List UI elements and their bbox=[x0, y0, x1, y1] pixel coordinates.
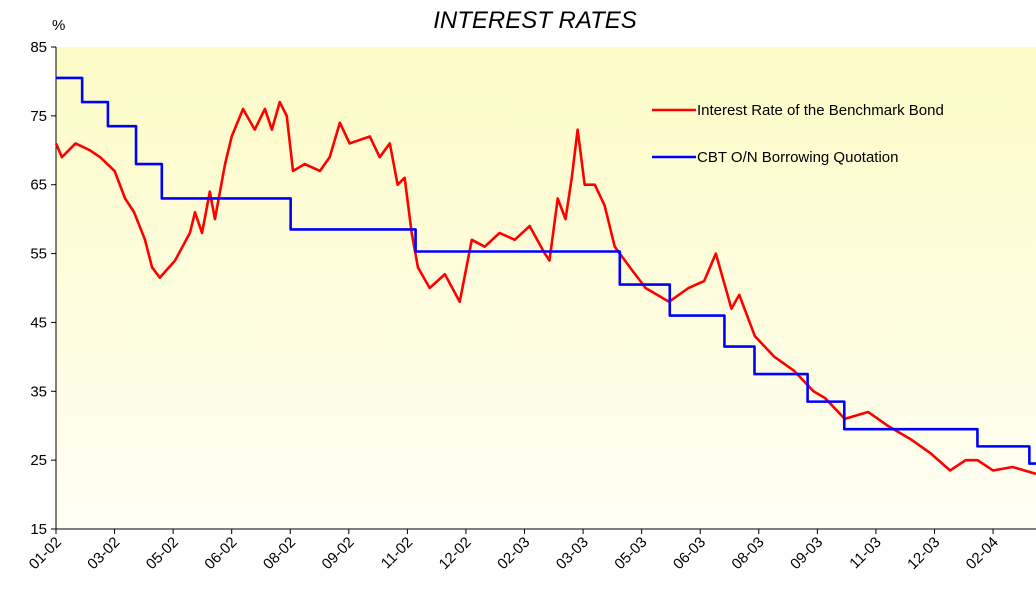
x-tick-label: 03-02 bbox=[84, 534, 123, 573]
y-tick-label: 75 bbox=[30, 108, 47, 125]
y-tick-label: 85 bbox=[30, 39, 47, 56]
x-tick-label: 06-03 bbox=[670, 534, 709, 573]
x-tick-label: 12-03 bbox=[904, 534, 943, 573]
y-tick-label: 35 bbox=[30, 383, 47, 400]
x-tick-label: 01-02 bbox=[26, 534, 65, 573]
y-tick-label: 65 bbox=[30, 177, 47, 194]
x-tick-label: 08-02 bbox=[260, 534, 299, 573]
x-tick-label: 12-02 bbox=[436, 534, 475, 573]
x-tick-label: 08-03 bbox=[728, 534, 767, 573]
x-tick-label: 05-03 bbox=[611, 534, 650, 573]
x-tick-label: 11-02 bbox=[378, 534, 416, 572]
y-tick-label: 45 bbox=[30, 314, 47, 331]
x-tick-label: 09-02 bbox=[319, 534, 358, 573]
legend-label: CBT O/N Borrowing Quotation bbox=[697, 149, 898, 166]
series-line bbox=[56, 76, 1036, 465]
x-tick-label: 09-03 bbox=[787, 534, 826, 573]
series-line bbox=[54, 100, 1036, 476]
y-tick-label: 25 bbox=[30, 452, 47, 469]
legend-label: Interest Rate of the Benchmark Bond bbox=[697, 102, 944, 119]
y-tick-label: 55 bbox=[30, 246, 47, 263]
y-tick-label: 15 bbox=[30, 521, 47, 538]
plot-area bbox=[56, 47, 1036, 529]
x-tick-label: 02-03 bbox=[494, 534, 533, 573]
x-tick-label: 11-03 bbox=[846, 534, 884, 572]
x-tick-label: 02-04 bbox=[963, 534, 1002, 573]
x-tick-label: 05-02 bbox=[143, 534, 182, 573]
x-tick-label: 03-03 bbox=[553, 534, 592, 573]
y-axis-label: % bbox=[52, 17, 65, 34]
x-tick-label: 06-02 bbox=[201, 534, 240, 573]
chart-title: INTEREST RATES bbox=[433, 7, 637, 34]
